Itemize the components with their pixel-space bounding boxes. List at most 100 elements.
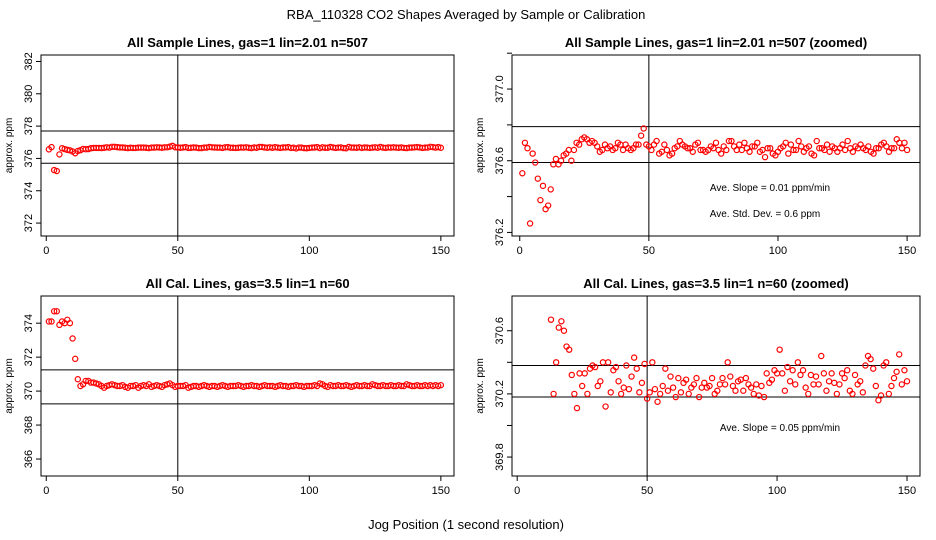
data-point	[828, 370, 835, 377]
data-point	[825, 378, 833, 385]
data-point	[651, 385, 659, 393]
data-point	[557, 157, 565, 164]
data-point	[45, 318, 53, 325]
data-point	[526, 220, 534, 227]
data-point	[813, 137, 820, 145]
y-tick-label: 370.6	[494, 317, 506, 345]
data-point	[903, 378, 911, 385]
data-point	[637, 132, 645, 139]
data-point	[635, 141, 642, 148]
data-point	[640, 125, 647, 132]
data-point	[789, 367, 796, 374]
data-point	[48, 143, 55, 151]
data-point	[838, 370, 846, 377]
panel-title: All Sample Lines, gas=1 lin=2.01 n=507 (…	[565, 35, 867, 50]
data-point	[754, 139, 761, 147]
data-point	[570, 146, 578, 154]
data-point	[552, 359, 560, 366]
data-point	[826, 148, 833, 155]
data-point	[599, 359, 607, 366]
data-point	[623, 362, 630, 369]
data-point	[849, 148, 857, 155]
chart-panel-3: All Cal. Lines, gas=3.5 lin=1 n=60 approx…	[4, 276, 455, 497]
data-point	[706, 382, 713, 390]
y-tick-label: 372	[23, 214, 35, 232]
data-point	[612, 144, 619, 152]
data-point	[677, 389, 685, 396]
data-point	[552, 155, 560, 163]
data-point	[684, 144, 691, 152]
data-point	[628, 373, 635, 380]
data-point	[544, 202, 552, 209]
data-point	[685, 390, 692, 398]
data-point	[872, 144, 880, 152]
y-tick-label: 376.2	[494, 219, 506, 247]
data-point	[66, 319, 74, 327]
plot-frame	[40, 54, 455, 237]
data-point	[56, 151, 63, 158]
data-point	[888, 144, 895, 152]
data-point	[898, 144, 906, 152]
data-point	[799, 367, 807, 374]
data-point	[50, 308, 58, 315]
data-point	[669, 384, 677, 391]
data-point	[877, 392, 885, 399]
data-point	[555, 324, 562, 331]
data-point	[701, 379, 708, 387]
x-tick-label: 50	[172, 245, 184, 257]
data-point	[594, 382, 601, 390]
data-point	[584, 390, 591, 398]
data-point	[859, 389, 867, 396]
data-point	[690, 381, 698, 388]
data-point	[594, 143, 601, 150]
data-point	[750, 390, 757, 398]
data-point	[716, 381, 724, 388]
data-point	[870, 150, 877, 157]
y-axis-label: approx. ppm	[475, 118, 486, 174]
y-tick-label: 368	[23, 416, 35, 434]
data-point	[761, 153, 769, 161]
data-point	[615, 378, 622, 385]
data-point	[890, 374, 898, 382]
data-point	[805, 390, 812, 398]
annotation: Ave. Std. Dev. = 0.6 ppm	[710, 209, 821, 220]
data-point	[625, 385, 633, 393]
data-point	[648, 146, 655, 154]
panels: All Sample Lines, gas=1 lin=2.01 n=507 ap…	[4, 35, 921, 497]
panel-title: All Cal. Lines, gas=3.5 lin=1 n=60	[145, 276, 349, 291]
data-point	[620, 384, 627, 391]
data-point	[872, 382, 880, 390]
y-tick-label: 369.8	[494, 443, 506, 471]
figure-x-axis-label: Jog Position (1 second resolution)	[368, 517, 564, 532]
y-axis-label: approx. ppm	[475, 358, 486, 414]
x-tick-label: 0	[514, 485, 520, 497]
data-point	[578, 382, 586, 390]
data-point	[767, 144, 774, 152]
x-tick-label: 100	[300, 245, 318, 257]
x-tick-label: 50	[641, 485, 653, 497]
data-point	[612, 363, 620, 371]
data-point	[675, 374, 682, 382]
data-point	[810, 152, 818, 159]
data-point	[760, 393, 768, 401]
data-point	[797, 371, 804, 379]
data-point	[560, 327, 568, 334]
data-point	[741, 139, 748, 147]
data-point	[787, 141, 795, 148]
y-tick-label: 376.6	[494, 147, 506, 175]
data-point	[529, 150, 536, 157]
chart-panel-2: All Sample Lines, gas=1 lin=2.01 n=507 (…	[475, 35, 921, 257]
annotation: Ave. Slope = 0.01 ppm/min	[710, 183, 830, 194]
data-point	[823, 141, 831, 148]
data-point	[689, 148, 696, 155]
data-point	[738, 146, 746, 154]
data-point	[663, 146, 671, 154]
data-point	[865, 143, 872, 150]
data-point	[48, 318, 55, 325]
data-point	[565, 346, 573, 353]
plot-frame	[511, 295, 921, 477]
data-point	[893, 368, 900, 375]
data-point	[844, 367, 851, 374]
data-point	[575, 141, 583, 148]
